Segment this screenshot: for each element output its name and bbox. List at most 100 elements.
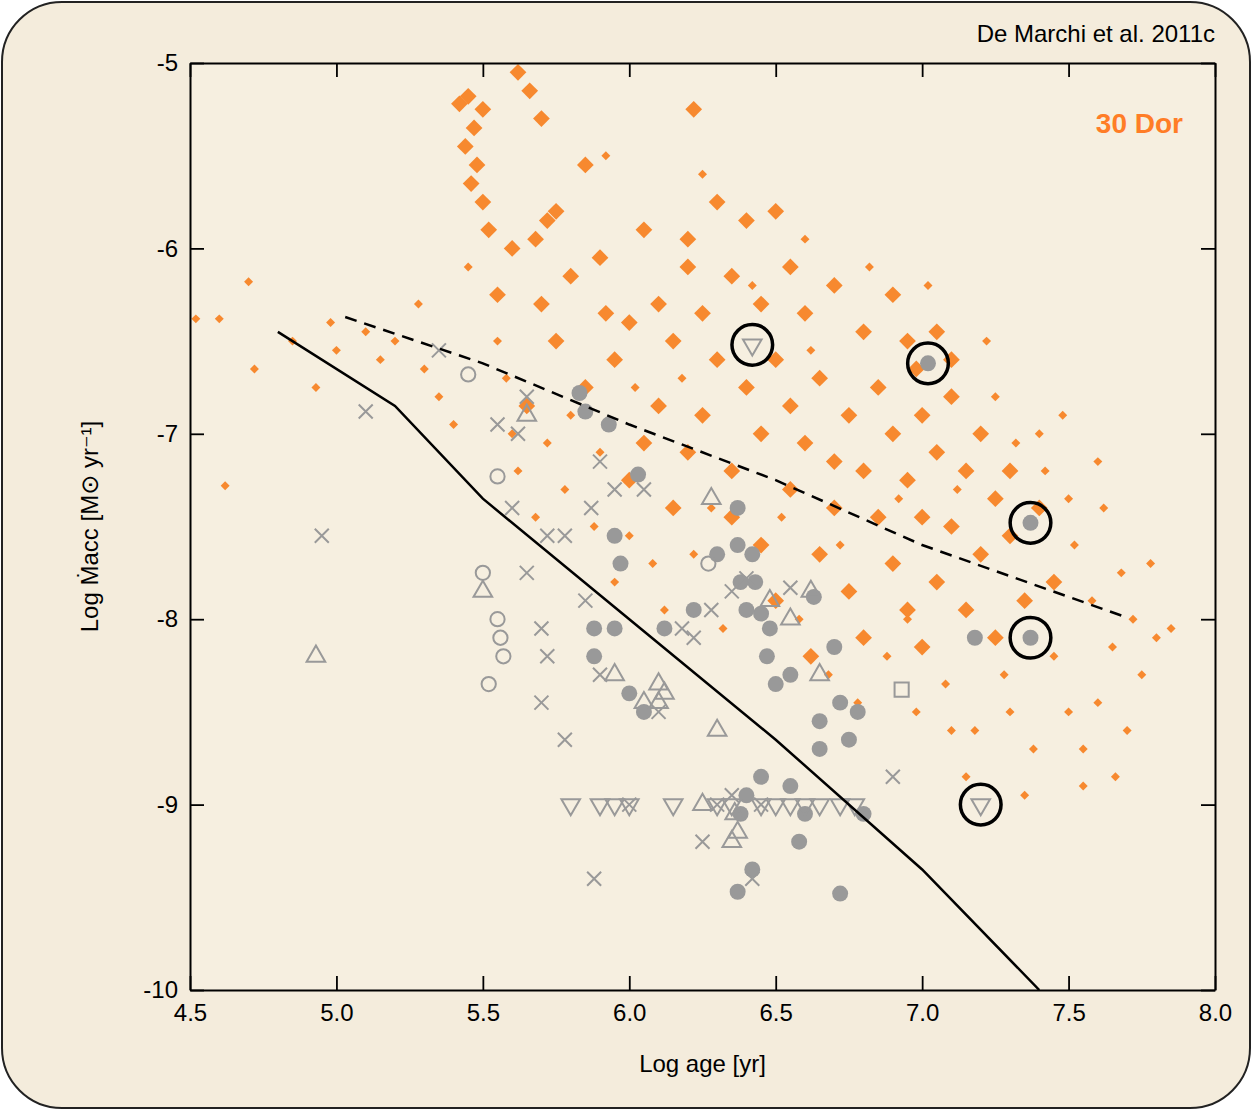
series-1 (191, 151, 1175, 800)
point-triangle-down (845, 799, 864, 815)
point-diamond (914, 407, 931, 424)
x-tick-mark (190, 63, 192, 77)
point-diamond (802, 648, 819, 665)
y-tick-label: -6 (157, 235, 178, 262)
point-diamond (679, 231, 696, 248)
point-diamond (753, 296, 770, 313)
point-triangle-up (307, 646, 326, 662)
x-tick-mark (482, 976, 484, 990)
point-small-diamond (648, 559, 657, 568)
x-tick-mark (336, 976, 338, 990)
background (2, 2, 1250, 1108)
point-diamond (782, 398, 799, 415)
y-tick-mark (190, 433, 204, 435)
point-circle (730, 884, 746, 900)
point-diamond (899, 472, 916, 489)
point-circle (656, 620, 672, 636)
plot-area (190, 63, 1215, 990)
point-small-diamond (1088, 596, 1097, 605)
point-circle (730, 500, 746, 516)
tick (1201, 434, 1215, 435)
x-tick-mark (922, 976, 924, 990)
point-cross (608, 482, 622, 496)
point-triangle-down (810, 799, 829, 815)
annotation: 30 Dor (1096, 108, 1183, 139)
point-small-diamond (250, 364, 259, 373)
y-tick-mark (1201, 804, 1215, 806)
point-ring (732, 324, 773, 365)
series-0 (451, 64, 1062, 665)
point-diamond (855, 323, 872, 340)
point-small-diamond (1000, 670, 1009, 679)
tick: 6.0 (613, 976, 646, 1026)
point-small-diamond (982, 337, 991, 346)
point-diamond (665, 333, 682, 350)
point-cross (578, 594, 592, 608)
point-diamond (884, 425, 901, 442)
point-cross (687, 631, 701, 645)
point-diamond (527, 231, 544, 248)
point-triangle-up (802, 581, 821, 597)
point-diamond (884, 555, 901, 572)
point-triangle-up (702, 488, 721, 504)
point-diamond (685, 101, 702, 118)
y-tick-mark (1201, 63, 1215, 65)
point-circle (586, 620, 602, 636)
point-circle-open (476, 566, 490, 580)
y-tick-label: -8 (157, 605, 178, 632)
x-tick-label: 7.5 (1052, 999, 1085, 1026)
point-diamond (679, 259, 696, 276)
y-tick-mark (190, 248, 204, 250)
point-circle (730, 537, 746, 553)
x-tick-mark (1068, 63, 1070, 77)
point-diamond (592, 249, 609, 266)
y-tick-mark (1201, 248, 1215, 250)
point-small-diamond (1167, 624, 1176, 633)
y-tick-label: -10 (143, 976, 178, 1003)
tick (190, 63, 191, 77)
point-small-diamond (464, 262, 473, 271)
x-tick-label: 7.0 (906, 999, 939, 1026)
point-small-diamond (1099, 503, 1108, 512)
point-small-diamond (719, 624, 728, 633)
series-8 (278, 332, 1039, 990)
point-cross (725, 584, 739, 598)
point-small-diamond (806, 346, 815, 355)
point-cross (584, 501, 598, 515)
point-cross (696, 835, 710, 849)
point-diamond (460, 88, 477, 105)
tick: -10 (143, 976, 204, 1003)
axis-line (191, 63, 1216, 65)
point-circle (621, 685, 637, 701)
point-triangle-up (810, 664, 829, 680)
point-diamond (943, 388, 960, 405)
point-small-diamond (1064, 494, 1073, 503)
y-tick-label: -5 (157, 49, 178, 76)
point-diamond (826, 277, 843, 294)
point-small-diamond (414, 300, 423, 309)
tick (483, 63, 484, 77)
point-circle (762, 620, 778, 636)
tick (1201, 248, 1215, 249)
point-small-diamond (777, 513, 786, 522)
point-diamond (738, 212, 755, 229)
point-diamond (870, 379, 887, 396)
point-cross (540, 529, 554, 543)
point-circle (967, 630, 983, 646)
point-circle (572, 385, 588, 401)
point-small-diamond (543, 439, 552, 448)
point-triangle-down (722, 799, 741, 815)
point-circle (744, 546, 760, 562)
point-circle (586, 648, 602, 664)
series-7 (895, 683, 909, 697)
point-circle (630, 467, 646, 483)
point-circle (832, 886, 848, 902)
point-small-diamond (1011, 439, 1020, 448)
point-small-diamond (903, 615, 912, 624)
point-small-diamond (953, 485, 962, 494)
tick (1201, 619, 1215, 620)
point-cross (675, 621, 689, 635)
axis-line (1215, 64, 1217, 991)
y-axis-right (1201, 64, 1216, 991)
point-cross (745, 872, 759, 886)
